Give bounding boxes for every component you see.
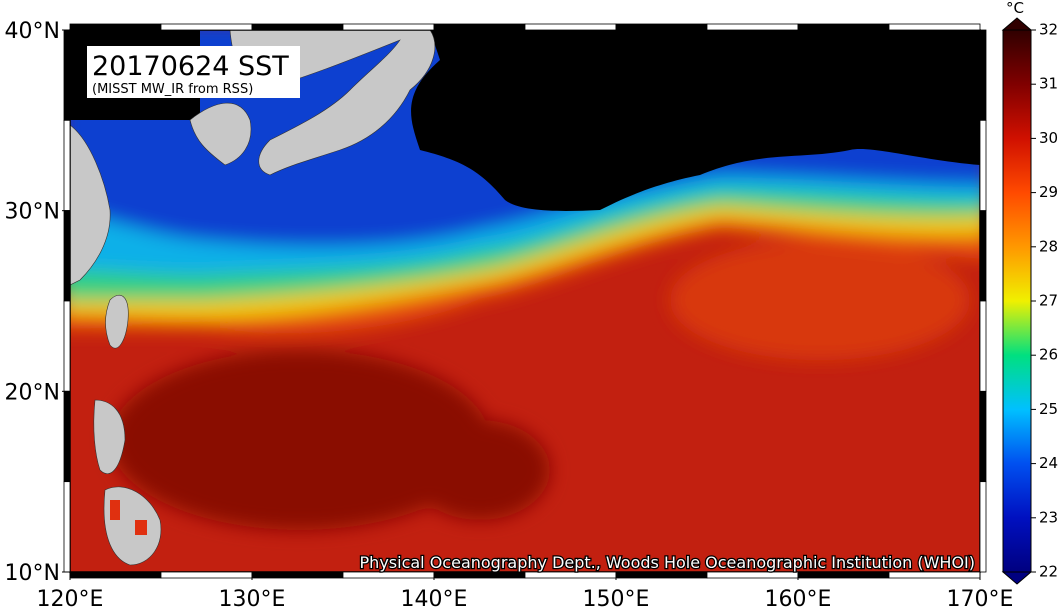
colorbar-tick-label: 27 bbox=[1039, 292, 1058, 310]
frame-bar bbox=[524, 23, 617, 31]
lon-tick-label: 170°E bbox=[947, 587, 1014, 610]
frame-bar bbox=[979, 210, 987, 302]
colorbar-tick-label: 22 bbox=[1039, 563, 1058, 581]
lat-tick-label: 20°N bbox=[5, 380, 60, 405]
frame-bar bbox=[63, 29, 71, 121]
frame-bar bbox=[251, 571, 344, 579]
frame-bar bbox=[342, 571, 435, 579]
colorbar-tick-label: 24 bbox=[1039, 454, 1058, 472]
colorbar-tick-label: 25 bbox=[1039, 400, 1058, 418]
frame-bar bbox=[615, 571, 708, 579]
credit: Physical Oceanography Dept., Woods Hole … bbox=[360, 553, 975, 572]
lon-tick-label: 160°E bbox=[765, 587, 832, 610]
frame-bar bbox=[524, 571, 617, 579]
lon-tick-label: 120°E bbox=[37, 587, 104, 610]
frame-bar bbox=[160, 571, 253, 579]
frame-bar bbox=[797, 571, 890, 579]
lat-tick-label: 30°N bbox=[5, 200, 60, 225]
frame-bar bbox=[433, 571, 526, 579]
title-box: 20170624 SST (MISST MW_IR from RSS) bbox=[87, 46, 300, 98]
frame-bar bbox=[888, 571, 981, 579]
lon-tick-label: 130°E bbox=[219, 587, 286, 610]
frame-bar bbox=[160, 23, 253, 31]
frame-bar bbox=[615, 23, 708, 31]
frame-bar bbox=[63, 390, 71, 483]
frame-bar bbox=[251, 23, 344, 31]
frame-bar bbox=[69, 23, 162, 31]
frame-bar bbox=[797, 23, 890, 31]
frame-bar bbox=[342, 23, 435, 31]
frame-bar bbox=[979, 481, 987, 573]
frame-bar bbox=[979, 300, 987, 392]
frame-bar bbox=[706, 23, 799, 31]
colorbar-unit: °C bbox=[1006, 0, 1024, 17]
sst-field bbox=[70, 30, 980, 572]
frame-bar bbox=[63, 210, 71, 302]
map-title: 20170624 SST bbox=[92, 51, 289, 82]
colorbar-tick-label: 26 bbox=[1039, 346, 1058, 364]
frame-ticks bbox=[63, 23, 987, 579]
frame-bar bbox=[69, 571, 162, 579]
colorbar-tick-label: 32 bbox=[1039, 21, 1058, 39]
colorbar-min-arrow bbox=[1001, 571, 1033, 585]
colorbar-max-arrow bbox=[1001, 17, 1033, 31]
colorbar-tick-label: 23 bbox=[1039, 508, 1058, 526]
frame-bar bbox=[63, 481, 71, 573]
lat-tick-label: 40°N bbox=[5, 19, 60, 44]
frame-bar bbox=[888, 23, 981, 31]
map-subtitle: (MISST MW_IR from RSS) bbox=[92, 82, 253, 97]
colorbar-tick-label: 30 bbox=[1039, 129, 1058, 147]
frame-bar bbox=[433, 23, 526, 31]
colorbar-tick-label: 31 bbox=[1039, 75, 1058, 93]
frame-bar bbox=[706, 571, 799, 579]
lon-tick-label: 150°E bbox=[583, 587, 650, 610]
colorbar-tick-label: 29 bbox=[1039, 183, 1058, 201]
frame-bar bbox=[979, 119, 987, 212]
colorbar-tick-label: 28 bbox=[1039, 237, 1058, 255]
frame-bar bbox=[63, 300, 71, 392]
lon-tick-label: 140°E bbox=[401, 587, 468, 610]
frame-bar bbox=[979, 390, 987, 483]
colorbar bbox=[1002, 29, 1032, 573]
lat-tick-label: 10°N bbox=[5, 561, 60, 586]
frame-bar bbox=[979, 29, 987, 121]
frame-bar bbox=[63, 119, 71, 212]
